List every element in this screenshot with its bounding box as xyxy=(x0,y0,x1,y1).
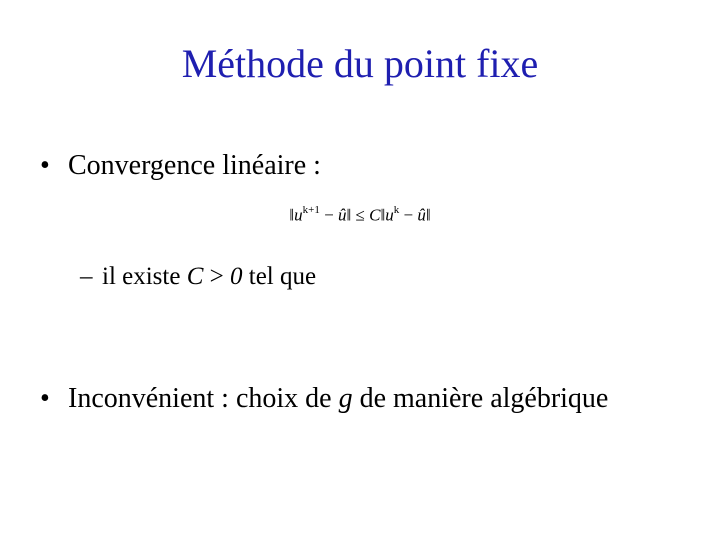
formula-C: C xyxy=(369,206,380,225)
bullet-1-text: Convergence linéaire : xyxy=(68,150,321,181)
norm-close-2: ‖ xyxy=(426,206,431,225)
formula-leq: ≤ xyxy=(351,206,369,225)
bullet-1: •Convergence linéaire : xyxy=(40,150,321,182)
formula: ‖uk+1 − û‖ ≤ C‖uk − û‖ xyxy=(0,205,720,226)
formula-u1: u xyxy=(294,206,303,225)
bullet-2-post: de manière algébrique xyxy=(353,383,609,414)
slide: Méthode du point fixe •Convergence linéa… xyxy=(0,0,720,540)
bullet-1-sub: –il existe C > 0 tel que xyxy=(80,263,316,291)
bullet-2-marker: • xyxy=(40,383,68,415)
bullet-1-sub-post: > xyxy=(203,263,230,290)
formula-k: k xyxy=(394,204,400,216)
bullet-1-sub-marker: – xyxy=(80,263,102,291)
formula-u2: u xyxy=(385,206,394,225)
bullet-1-sub-zero: 0 xyxy=(230,263,243,290)
formula-k1: k+1 xyxy=(303,204,320,216)
formula-uhat2: û xyxy=(417,206,426,225)
formula-minus-1: − xyxy=(320,206,338,225)
bullet-1-sub-tail: tel que xyxy=(243,263,317,290)
bullet-1-sub-pre: il existe xyxy=(102,263,187,290)
bullet-2-var: g xyxy=(339,383,353,414)
bullet-1-marker: • xyxy=(40,150,68,182)
formula-minus-2: − xyxy=(399,206,417,225)
bullet-2: •Inconvénient : choix de g de manière al… xyxy=(40,383,608,415)
bullet-2-pre: Inconvénient : choix de xyxy=(68,383,339,414)
slide-title: Méthode du point fixe xyxy=(0,40,720,87)
bullet-1-sub-var: C xyxy=(187,263,204,290)
